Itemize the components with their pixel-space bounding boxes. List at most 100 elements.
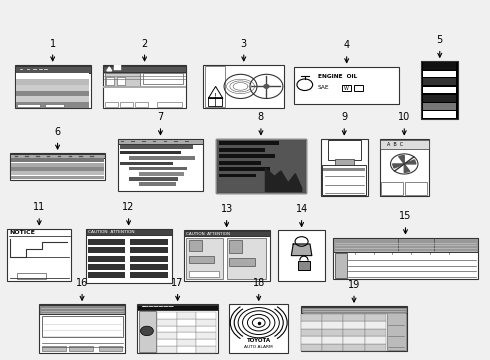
Bar [298, 261, 310, 270]
Bar [11, 167, 104, 171]
Bar [229, 240, 242, 253]
Text: W: W [344, 86, 349, 91]
Polygon shape [292, 244, 312, 256]
Bar [365, 343, 386, 351]
Bar [381, 183, 403, 195]
Bar [130, 256, 168, 261]
Text: SAE: SAE [318, 85, 329, 90]
Bar [343, 343, 365, 351]
Text: 15: 15 [399, 211, 412, 221]
Text: 12: 12 [122, 202, 135, 212]
Bar [120, 150, 181, 154]
Bar [301, 321, 322, 329]
Bar [42, 346, 66, 351]
Bar [105, 73, 140, 86]
Bar [219, 174, 256, 177]
Bar [88, 264, 124, 270]
Bar [11, 176, 104, 180]
Bar [137, 305, 218, 310]
Bar [177, 332, 196, 339]
Text: NOTICE: NOTICE [10, 230, 36, 235]
Bar [219, 167, 270, 171]
Bar [196, 346, 216, 353]
Bar [16, 73, 89, 79]
Bar [157, 312, 177, 319]
Bar [196, 332, 216, 339]
Bar [129, 156, 195, 160]
Bar [39, 304, 125, 353]
Bar [184, 231, 270, 237]
Text: 1: 1 [49, 39, 56, 49]
Bar [205, 66, 225, 107]
Bar [186, 238, 223, 279]
Bar [157, 102, 182, 107]
Bar [17, 104, 40, 107]
Bar [117, 77, 125, 85]
Bar [11, 158, 104, 162]
Bar [229, 304, 288, 353]
Bar [88, 247, 124, 253]
Text: 17: 17 [172, 278, 184, 288]
Bar [322, 343, 343, 351]
Bar [157, 339, 177, 346]
Bar [129, 177, 178, 181]
Bar [365, 329, 386, 336]
Bar [88, 239, 124, 245]
Bar [219, 148, 266, 152]
Bar [333, 238, 478, 279]
Bar [130, 247, 168, 253]
Bar [342, 85, 351, 91]
Bar [16, 85, 89, 91]
Bar [196, 325, 216, 332]
Text: ENGINE  OIL: ENGINE OIL [318, 74, 357, 79]
Polygon shape [392, 164, 404, 168]
Bar [380, 139, 429, 196]
Text: 9: 9 [341, 112, 347, 122]
Bar [322, 314, 343, 321]
Bar [157, 319, 177, 325]
Text: 11: 11 [33, 202, 45, 212]
Bar [16, 96, 89, 102]
Text: AUTO ALARM: AUTO ALARM [245, 345, 273, 349]
Bar [118, 139, 203, 191]
Text: A  B  C: A B C [387, 141, 403, 147]
Bar [16, 91, 89, 96]
Bar [219, 161, 261, 165]
Polygon shape [399, 156, 404, 164]
Bar [196, 319, 216, 325]
Bar [17, 273, 46, 279]
Bar [189, 271, 219, 277]
Bar [216, 139, 306, 193]
Bar [387, 313, 406, 350]
Bar [15, 65, 91, 108]
Bar [421, 61, 458, 119]
Bar [157, 332, 177, 339]
Bar [139, 311, 156, 352]
Polygon shape [404, 164, 410, 172]
Bar [139, 183, 176, 186]
Bar [10, 153, 105, 158]
Bar [129, 167, 187, 170]
Text: 19: 19 [348, 280, 360, 290]
Bar [322, 165, 366, 195]
Text: 16: 16 [76, 278, 88, 288]
Bar [323, 168, 365, 171]
Text: CAUTION  ATTENTION: CAUTION ATTENTION [186, 232, 230, 236]
Bar [423, 71, 456, 77]
Bar [16, 79, 89, 85]
Bar [335, 159, 353, 166]
Text: 18: 18 [253, 278, 265, 288]
Bar [365, 336, 386, 343]
Bar [322, 329, 343, 336]
Bar [11, 171, 104, 175]
Bar [139, 172, 184, 176]
Bar [354, 85, 363, 91]
Bar [321, 139, 368, 196]
Bar [121, 102, 133, 107]
Bar [229, 258, 255, 266]
Bar [86, 229, 172, 235]
Bar [423, 86, 456, 94]
Bar [137, 304, 218, 353]
Bar [196, 339, 216, 346]
Circle shape [264, 85, 269, 88]
